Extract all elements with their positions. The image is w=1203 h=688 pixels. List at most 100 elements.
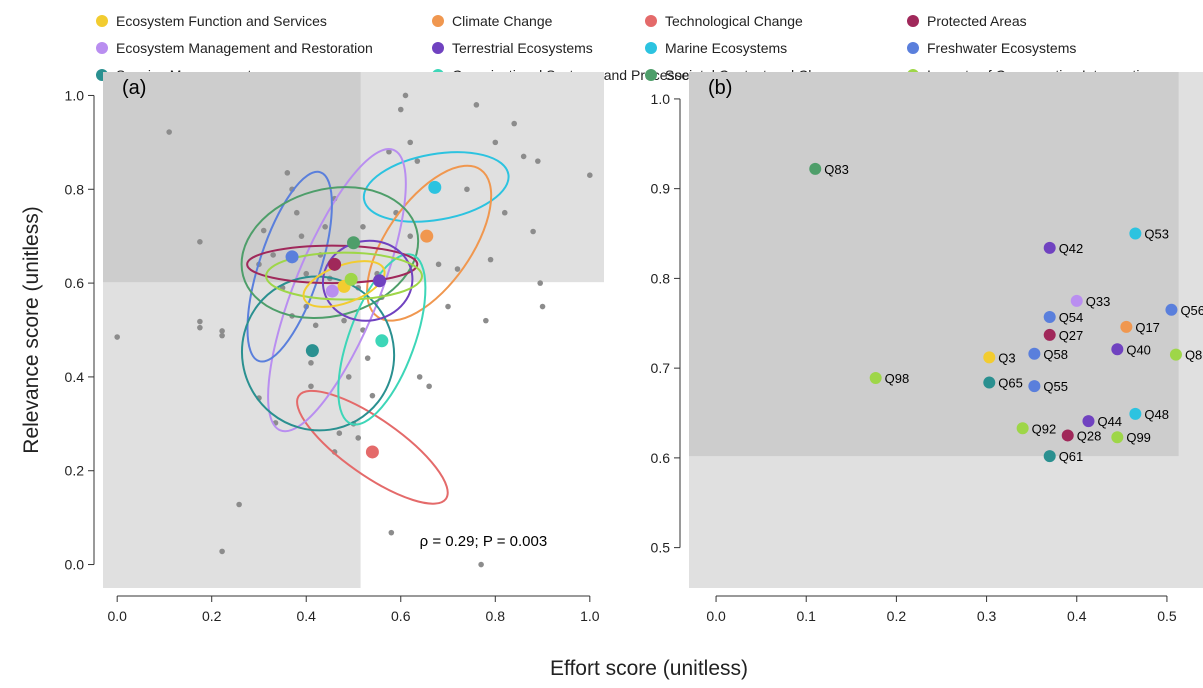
legend-item-climate-change: Climate Change (432, 13, 553, 29)
point-marker (1043, 310, 1056, 323)
low-relevance-high-effort-region (360, 282, 604, 588)
ellipse-climate-change (366, 164, 493, 322)
legend-item-ecosystem-management-and-restoration: Ecosystem Management and Restoration (96, 40, 373, 56)
question-point (236, 501, 242, 508)
question-point (388, 529, 395, 536)
legend-swatch (96, 15, 108, 27)
panel-a-axes: 0.0 0.2 0.4 0.6 0.8 1.0 0.0 0.2 0.4 0.6 0.8 1.0 (65, 87, 600, 624)
point-marker (1120, 320, 1133, 333)
legend-swatch (645, 42, 657, 54)
panel-b-label: (b) (708, 77, 732, 99)
legend-label: Technological Change (665, 13, 803, 29)
centroid-species-management (305, 344, 319, 358)
panel-b-y-tick-label: 0.5 (651, 540, 671, 556)
point-label: Q65 (998, 375, 1023, 390)
point-marker (1028, 347, 1041, 360)
question-point (360, 224, 366, 230)
question-point (322, 224, 328, 230)
panel-b-y-tick-label: 1.0 (651, 91, 671, 107)
panel-a-ellipses (240, 148, 510, 505)
question-point (520, 153, 527, 160)
point-marker (869, 372, 882, 385)
point-label: Q86 (1185, 348, 1203, 363)
question-point (397, 106, 404, 113)
point-marker (1111, 431, 1124, 444)
centroid-societal-context-and-change (347, 236, 360, 250)
panel-a-x-tick-label: 0.2 (202, 608, 222, 624)
legend-swatch (432, 15, 444, 27)
centroid-terrestrial-ecosystems (372, 274, 386, 288)
point-label: Q42 (1059, 241, 1084, 256)
centroid-protected-areas (328, 257, 342, 271)
point-q55: Q55 (1028, 379, 1068, 394)
panel-a-x-tick-label: 0.6 (391, 608, 411, 624)
centroid-organizational-systems-and-processes (375, 334, 389, 348)
point-q98: Q98 (869, 371, 909, 386)
question-point (197, 318, 203, 325)
legend-label: Ecosystem Management and Restoration (116, 40, 373, 56)
point-label: Q54 (1059, 310, 1084, 325)
question-point (407, 139, 414, 146)
question-point (511, 120, 517, 127)
legend-swatch (907, 42, 919, 54)
legend-swatch (645, 69, 657, 81)
point-q92: Q92 (1016, 421, 1057, 436)
panel-b: Q83 Q53 Q42 Q33 Q56 Q54 Q17 Q27 Q40 Q58 Q86 Q3 Q98 Q6… (651, 72, 1203, 624)
point-marker (983, 376, 996, 389)
question-point (426, 383, 432, 390)
question-point (445, 303, 451, 310)
centroid-climate-change (420, 229, 434, 243)
point-label: Q92 (1032, 421, 1057, 436)
legend-item-freshwater-ecosystems: Freshwater Ecosystems (907, 40, 1076, 56)
panel-a-y-tick-label: 0.8 (65, 181, 85, 197)
ellipse-protected-areas (246, 244, 419, 285)
question-point (537, 280, 543, 286)
question-point (298, 233, 305, 239)
panel-b-y-tick-label: 0.7 (651, 360, 671, 376)
point-q99: Q99 (1111, 430, 1151, 445)
question-point (487, 256, 494, 263)
legend-swatch (645, 15, 657, 27)
legend-swatch (432, 42, 444, 54)
high-relevance-low-effort-region (103, 72, 361, 283)
high-relevance-low-effort-region (689, 72, 1179, 457)
panel-b-axes: 0.0 0.1 0.2 0.3 0.4 0.5 0.5 0.6 0.7 0.8 0.9 1.0 (651, 91, 1177, 624)
panel-b-y-tick-label: 0.9 (651, 181, 671, 197)
panel-b-background (689, 72, 1203, 588)
point-q27: Q27 (1043, 328, 1084, 343)
point-marker (1043, 328, 1056, 341)
question-point (539, 303, 546, 310)
panel-b-x-tick-label: 0.5 (1157, 608, 1177, 624)
legend-label: Ecosystem Function and Services (116, 13, 327, 29)
point-marker (1070, 294, 1083, 307)
panel-a-label: (a) (122, 77, 146, 99)
point-q61: Q61 (1043, 449, 1083, 464)
legend-label: Freshwater Ecosystems (927, 40, 1076, 56)
centroid-freshwater-ecosystems (285, 250, 299, 264)
point-label: Q33 (1086, 294, 1111, 309)
question-point (364, 355, 371, 361)
panel-b-x-tick-label: 0.4 (1067, 608, 1087, 624)
question-point (483, 317, 489, 324)
point-q53: Q53 (1129, 227, 1169, 242)
correlation-annotation: ρ = 0.29; P = 0.003 (420, 533, 548, 550)
question-point (473, 102, 480, 108)
panel-b-x-tick-label: 0.2 (887, 608, 907, 624)
panel-a-centroids (285, 180, 442, 459)
question-point (345, 374, 352, 380)
point-marker (1129, 227, 1142, 240)
legend-item-terrestrial-ecosystems: Terrestrial Ecosystems (432, 40, 593, 56)
point-label: Q83 (824, 162, 849, 177)
panel-a-y-tick-label: 1.0 (65, 87, 85, 103)
point-q56: Q56 (1165, 303, 1203, 318)
panel-a: 0.0 0.2 0.4 0.6 0.8 1.0 0.0 0.2 0.4 0.6 0.8 1.0 (a)… (65, 72, 604, 624)
point-label: Q27 (1059, 328, 1084, 343)
ellipse-societal-context-and-change (240, 186, 420, 320)
point-marker (983, 351, 996, 364)
question-point (501, 209, 508, 216)
y-axis-title: Relevance score (unitless) (20, 206, 43, 453)
question-point (336, 430, 343, 437)
point-label: Q44 (1097, 414, 1122, 429)
point-marker (1129, 407, 1142, 420)
